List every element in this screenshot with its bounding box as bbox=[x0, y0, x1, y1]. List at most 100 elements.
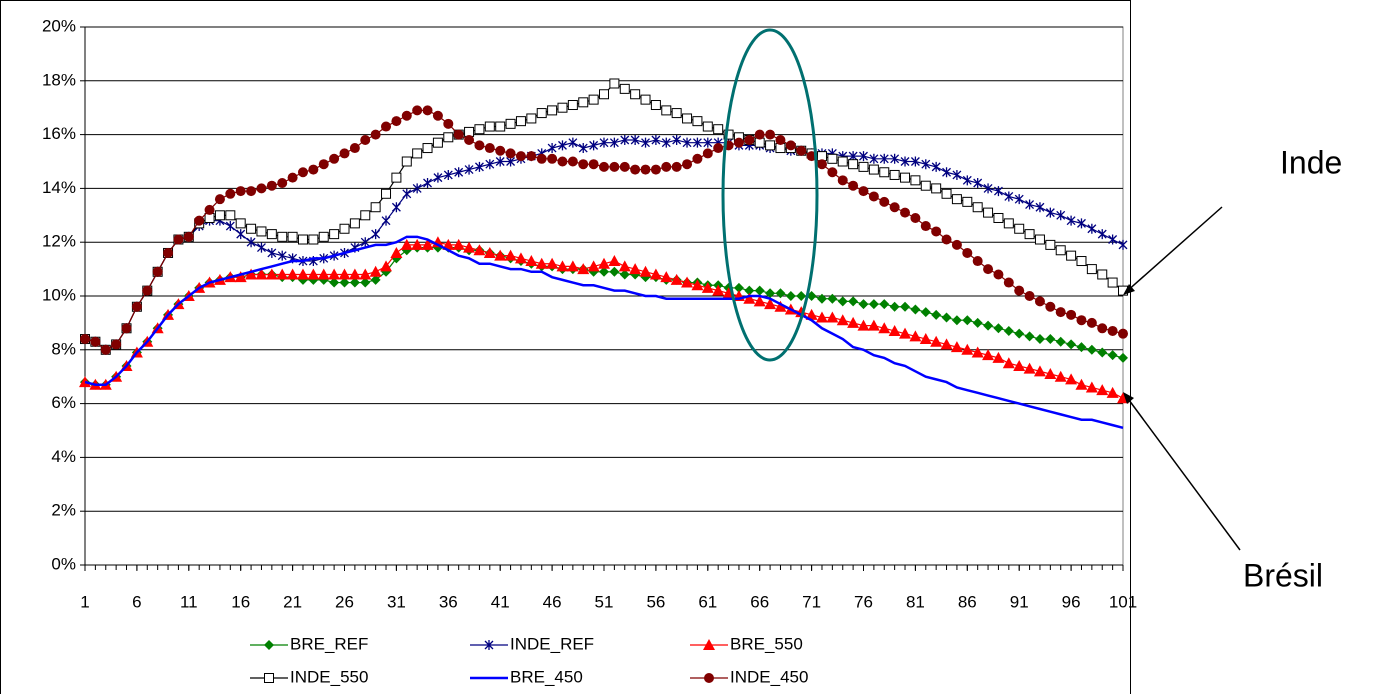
point bbox=[641, 137, 650, 148]
point bbox=[547, 153, 558, 164]
point bbox=[257, 242, 266, 253]
point bbox=[1014, 328, 1025, 339]
x-tick-label: 51 bbox=[595, 592, 614, 611]
point bbox=[1086, 317, 1097, 328]
point bbox=[473, 244, 486, 256]
point bbox=[235, 218, 246, 229]
point bbox=[484, 143, 495, 154]
point bbox=[609, 137, 619, 148]
point bbox=[276, 268, 289, 280]
arrow bbox=[1125, 395, 1241, 551]
x-tick-label: 26 bbox=[335, 592, 354, 611]
x-tick-label: 76 bbox=[854, 592, 873, 611]
point bbox=[1076, 342, 1087, 353]
x-tick-label: 56 bbox=[646, 592, 665, 611]
point bbox=[983, 183, 993, 194]
point bbox=[400, 238, 413, 250]
point bbox=[962, 175, 972, 186]
point bbox=[515, 116, 526, 127]
point bbox=[650, 164, 661, 175]
point bbox=[381, 121, 392, 132]
point bbox=[1045, 301, 1056, 312]
point bbox=[703, 137, 713, 148]
point bbox=[1045, 334, 1056, 345]
x-tick-label: 16 bbox=[231, 592, 250, 611]
point bbox=[339, 148, 350, 159]
point bbox=[1014, 194, 1024, 205]
point bbox=[1014, 285, 1025, 296]
point bbox=[920, 180, 931, 191]
point bbox=[412, 148, 423, 159]
point bbox=[609, 161, 620, 172]
point bbox=[265, 268, 278, 280]
point bbox=[942, 167, 951, 178]
point bbox=[526, 113, 537, 124]
point bbox=[992, 351, 1005, 363]
point bbox=[931, 309, 942, 320]
point bbox=[266, 229, 277, 240]
point bbox=[692, 153, 703, 164]
point bbox=[474, 161, 484, 172]
point bbox=[1066, 250, 1077, 261]
point bbox=[485, 159, 495, 170]
y-tick-label: 16% bbox=[42, 124, 76, 143]
x-tick-label: 61 bbox=[698, 592, 717, 611]
point bbox=[173, 234, 184, 245]
legend-marker bbox=[704, 673, 714, 683]
point bbox=[599, 161, 609, 172]
point bbox=[796, 145, 807, 156]
point bbox=[599, 266, 609, 277]
point bbox=[380, 260, 393, 272]
point bbox=[774, 300, 787, 312]
point bbox=[246, 186, 257, 197]
x-tick-label: 1 bbox=[80, 592, 89, 611]
point bbox=[609, 78, 620, 89]
point bbox=[412, 105, 423, 116]
x-tick-label: 91 bbox=[1010, 592, 1029, 611]
point bbox=[649, 268, 662, 280]
point bbox=[370, 202, 381, 213]
point bbox=[889, 202, 900, 213]
point bbox=[826, 311, 839, 323]
point bbox=[463, 241, 476, 253]
point bbox=[879, 167, 890, 178]
point bbox=[816, 293, 827, 304]
point bbox=[702, 148, 713, 159]
point bbox=[827, 293, 838, 304]
point bbox=[235, 186, 246, 197]
legend-label: BRE_550 bbox=[730, 634, 803, 653]
point bbox=[1045, 207, 1055, 218]
point bbox=[339, 223, 350, 234]
point bbox=[640, 94, 651, 105]
point bbox=[558, 140, 567, 151]
point bbox=[1107, 350, 1118, 361]
point bbox=[961, 343, 974, 355]
y-tick-label: 2% bbox=[51, 501, 76, 520]
point bbox=[868, 299, 879, 310]
point bbox=[1085, 381, 1098, 393]
point bbox=[827, 153, 838, 164]
point bbox=[297, 167, 308, 178]
point bbox=[879, 196, 890, 207]
point bbox=[1118, 328, 1128, 339]
point bbox=[1002, 357, 1015, 369]
point bbox=[494, 249, 507, 261]
point bbox=[588, 159, 599, 170]
y-tick-label: 12% bbox=[42, 232, 76, 251]
point bbox=[1075, 378, 1088, 390]
point bbox=[630, 134, 640, 145]
point bbox=[204, 204, 215, 215]
point bbox=[993, 212, 1004, 223]
point bbox=[910, 304, 921, 315]
point bbox=[256, 183, 267, 194]
point bbox=[371, 229, 381, 240]
point bbox=[879, 153, 889, 164]
point bbox=[1003, 218, 1014, 229]
point bbox=[702, 121, 713, 132]
point bbox=[1086, 344, 1097, 355]
point bbox=[1013, 359, 1026, 371]
point bbox=[837, 175, 848, 186]
point bbox=[556, 260, 569, 272]
point bbox=[318, 231, 329, 242]
point bbox=[443, 169, 453, 180]
